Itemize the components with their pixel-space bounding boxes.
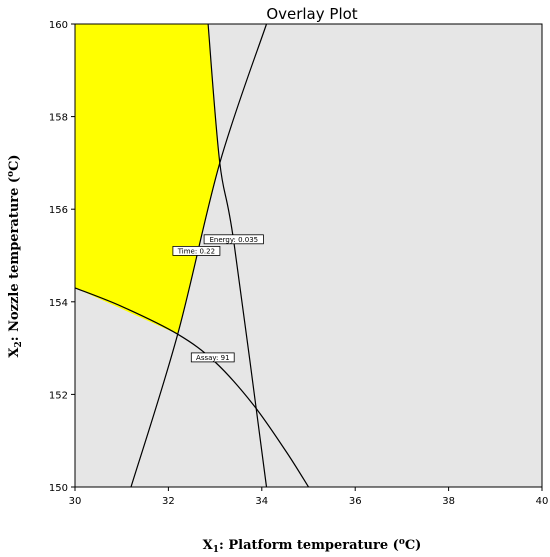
y-tick-label: 154 xyxy=(49,298,68,309)
contour-line-energy xyxy=(207,23,268,488)
contour-labels: Time: 0.22 Energy: 0.035 Assay: 91 xyxy=(172,234,264,363)
x-tick-label: 40 xyxy=(536,496,549,507)
feasible-region xyxy=(75,24,220,335)
x-tick-label: 30 xyxy=(69,496,82,507)
chart-title: Overlay Plot xyxy=(266,5,357,23)
y-axis-label: X2: Nozzle temperature (oC) xyxy=(6,154,24,357)
contour-label-energy: Energy: 0.035 xyxy=(209,236,258,244)
contour-label-box-energy xyxy=(203,234,264,245)
contour-label-box-assay xyxy=(190,352,235,363)
x-tick-label: 36 xyxy=(349,496,362,507)
contour-label-time: Time: 0.22 xyxy=(177,247,215,255)
x-tick-label: 38 xyxy=(442,496,455,507)
y-tick-label: 160 xyxy=(49,20,68,31)
axis-ticks: 30 32 34 36 38 40 150 152 154 156 158 160 xyxy=(49,20,548,507)
x-tick-label: 34 xyxy=(255,496,268,507)
plot-border xyxy=(74,23,543,488)
feasible-region-layer xyxy=(75,24,220,335)
x-axis-label: X1: Platform temperature (oC) xyxy=(203,537,422,555)
y-tick-label: 150 xyxy=(49,483,68,494)
contour-label-assay: Assay: 91 xyxy=(196,354,230,362)
y-tick-label: 156 xyxy=(49,205,68,216)
x-tick-label: 32 xyxy=(162,496,175,507)
y-tick-label: 152 xyxy=(49,390,68,401)
contour-label-box-time xyxy=(172,245,221,256)
y-tick-label: 158 xyxy=(49,113,68,124)
